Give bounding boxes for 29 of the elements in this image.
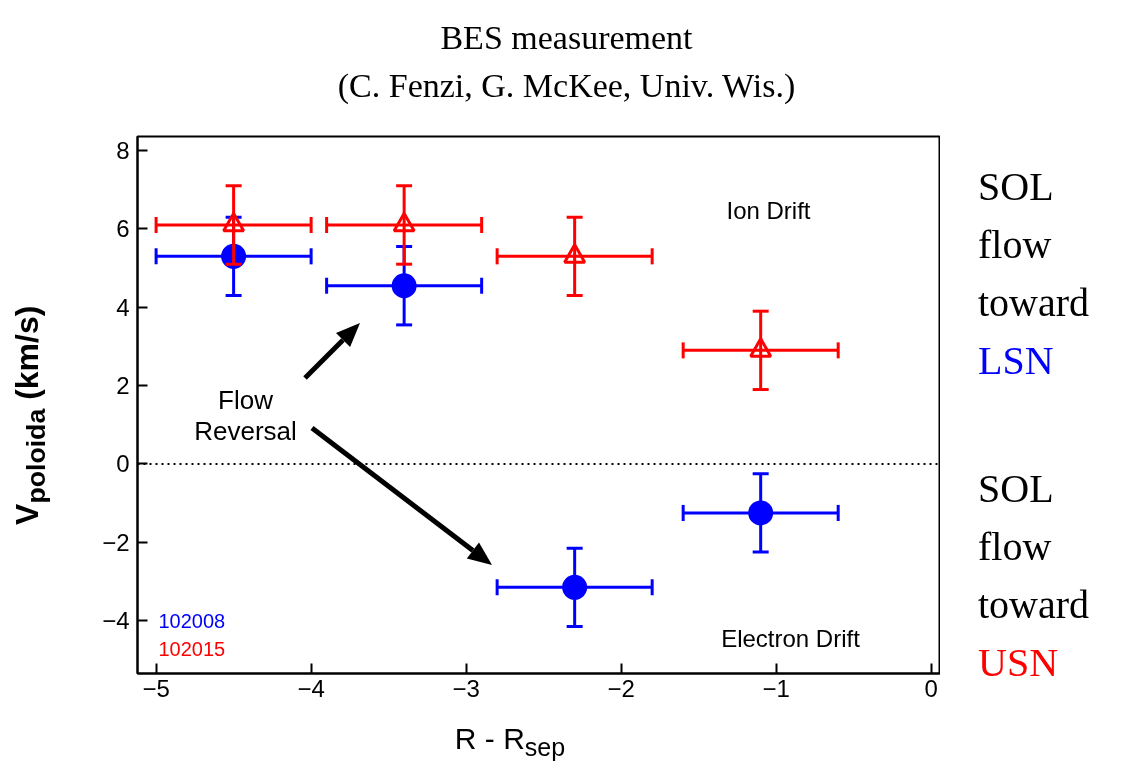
annotation: Electron Drift: [721, 625, 861, 652]
point: [749, 337, 773, 358]
y-tick-label: 4: [116, 293, 130, 321]
point: [222, 211, 246, 233]
chart-subtitle: (C. Fenzi, G. McKee, Univ. Wis.): [337, 67, 796, 104]
point: [392, 211, 416, 233]
text: 102015: [158, 637, 226, 660]
y-tick-label: −2: [102, 528, 130, 556]
y-tick-label: 6: [116, 215, 130, 243]
point: [563, 243, 587, 264]
text: 102008: [158, 609, 226, 632]
x-tick-label: −2: [607, 674, 635, 702]
y-tick-label: −4: [102, 607, 130, 635]
point: [562, 574, 588, 600]
x-tick-label: 0: [924, 674, 938, 702]
text: SOL flow toward LSN: [978, 164, 1090, 383]
x-tick-label: −3: [452, 674, 480, 702]
text: SOL flow toward USN: [978, 466, 1090, 685]
y-tick-label: 8: [116, 137, 130, 165]
point: [748, 500, 774, 526]
y-tick-label: 2: [116, 372, 130, 400]
x-tick-label: −5: [142, 674, 170, 702]
y-tick-label: 0: [116, 450, 130, 478]
x-tick-label: −4: [297, 674, 325, 702]
chart-title: BES measurement: [440, 19, 693, 56]
x-axis-title: R - R$_{sep}$: [453, 721, 567, 763]
x-tick-label: −1: [762, 674, 790, 702]
annotation: Ion Drift: [726, 197, 811, 224]
annotation: Flow Reversal: [194, 384, 297, 446]
